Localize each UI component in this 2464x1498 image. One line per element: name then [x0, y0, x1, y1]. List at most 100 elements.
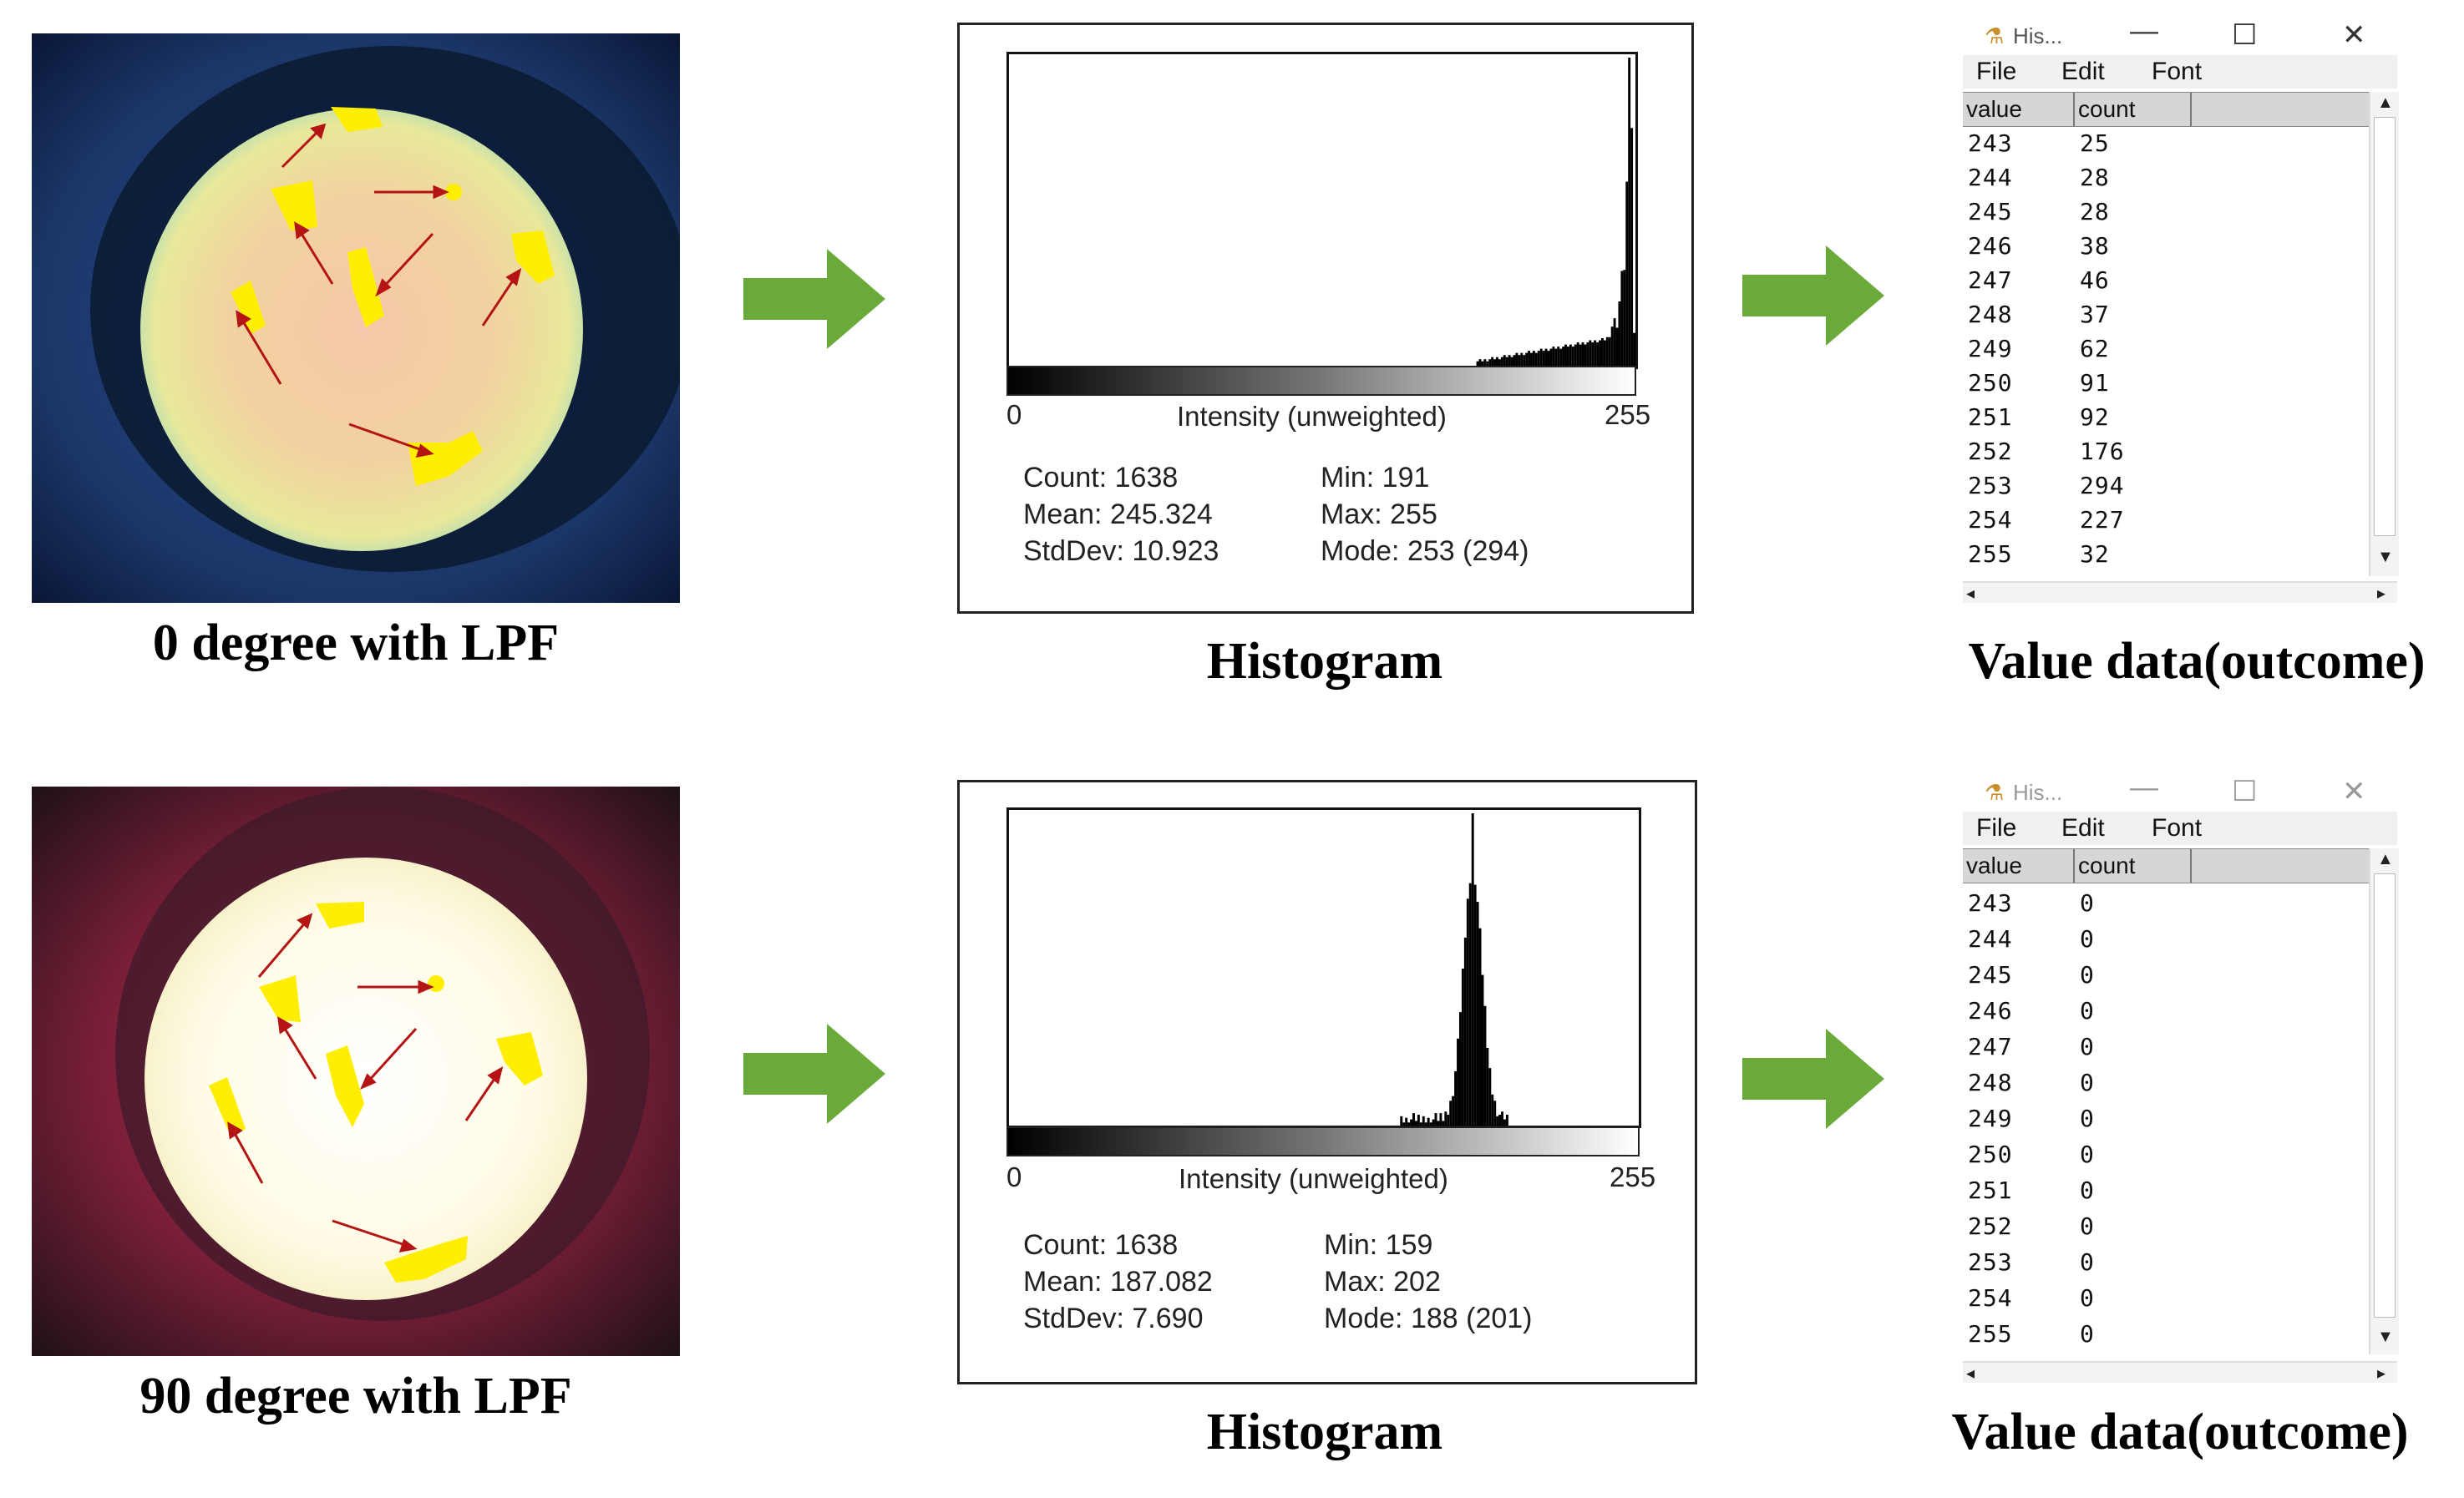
title-bar[interactable]: ⚗ His... — ☐ ✕: [1954, 772, 2406, 810]
vertical-scrollbar[interactable]: ▲ ▼: [2369, 92, 2399, 576]
histogram-bar: [1488, 1068, 1492, 1126]
maximize-icon[interactable]: ☐: [2232, 776, 2258, 807]
scroll-up-icon[interactable]: ▲: [2377, 94, 2394, 112]
menu-edit[interactable]: Edit: [2061, 814, 2105, 842]
histogram-bar: [1486, 361, 1489, 367]
histogram-bar: [1620, 271, 1624, 367]
scroll-left-icon[interactable]: ◂: [1966, 1364, 1975, 1383]
window-title: His...: [2013, 780, 2063, 805]
histogram-bar: [1503, 1119, 1506, 1126]
histogram-bar: [1544, 348, 1548, 367]
histogram-bar: [1547, 351, 1550, 367]
histogram-bar: [1600, 338, 1604, 367]
right-arrow-icon: [743, 1024, 885, 1128]
scroll-down-icon[interactable]: ▼: [2377, 548, 2394, 566]
histogram-bar: [1537, 351, 1540, 367]
histogram-bar: [1427, 1117, 1430, 1126]
histogram-bar: [1534, 352, 1538, 367]
app-icon: ⚗: [1985, 780, 2005, 805]
stat-min: Min: 159: [1324, 1229, 1433, 1261]
axis-min-label: 0: [1006, 1161, 1022, 1192]
axis-min-label: 0: [1006, 399, 1022, 430]
histogram-window: 0 Intensity (unweighted) 255 Count: 1638…: [957, 780, 1697, 1384]
histogram-bar: [1618, 301, 1621, 367]
column-header-count[interactable]: count: [2075, 93, 2192, 126]
histogram-bar: [1417, 1114, 1420, 1126]
menu-font[interactable]: Font: [2152, 58, 2203, 85]
value-table-window: ⚗ His... — ☐ ✕ File Edit Font value coun…: [1954, 772, 2406, 1391]
window-title: His...: [2013, 23, 2063, 48]
scroll-up-icon[interactable]: ▲: [2377, 850, 2394, 868]
close-icon[interactable]: ✕: [2342, 19, 2366, 51]
histogram-bar: [1503, 355, 1506, 367]
histogram-bar: [1476, 902, 1479, 1126]
histogram-bar: [1518, 355, 1521, 367]
menu-file[interactable]: File: [1976, 58, 2017, 85]
histogram-bar: [1493, 359, 1497, 367]
histogram-bar: [1513, 355, 1516, 367]
horizontal-scrollbar[interactable]: ◂ ▸: [1963, 1361, 2397, 1383]
menu-font[interactable]: Font: [2152, 814, 2203, 842]
histogram-bar: [1528, 351, 1531, 367]
minimize-icon[interactable]: —: [2130, 772, 2158, 803]
histogram-bar: [1594, 340, 1597, 367]
histogram-bar: [1454, 1070, 1458, 1126]
axis-label: Intensity (unweighted): [1179, 1163, 1448, 1194]
scroll-thumb[interactable]: [2374, 873, 2396, 1318]
histogram-bar: [1400, 1116, 1403, 1126]
histogram-bar: [1412, 1113, 1415, 1126]
histogram-bar: [1623, 270, 1626, 367]
column-header-value[interactable]: value: [1963, 93, 2075, 126]
histogram-bar: [1491, 1094, 1494, 1126]
stat-mean: Mean: 187.082: [1023, 1266, 1213, 1298]
histogram-bar: [1505, 357, 1508, 367]
histogram-bar: [1476, 361, 1479, 367]
stat-count: Count: 1638: [1023, 462, 1179, 493]
menu-bar: File Edit Font: [1963, 55, 2397, 89]
histogram-bar: [1496, 1116, 1499, 1126]
histogram-bar: [1579, 344, 1582, 367]
histogram-bar: [1466, 898, 1469, 1126]
menu-file[interactable]: File: [1976, 814, 2017, 842]
photo-caption: 90 degree with LPF: [139, 1368, 572, 1425]
vertical-scrollbar[interactable]: ▲ ▼: [2369, 848, 2399, 1354]
histogram-bar: [1439, 1113, 1442, 1126]
horizontal-scrollbar[interactable]: ◂ ▸: [1963, 581, 2397, 603]
right-arrow-icon: [743, 249, 885, 353]
stat-min: Min: 191: [1321, 462, 1430, 493]
minimize-icon[interactable]: —: [2130, 15, 2158, 47]
intensity-gradient-bar: [1006, 366, 1636, 396]
histogram-bar: [1530, 352, 1533, 367]
scroll-right-icon[interactable]: ▸: [2377, 1364, 2386, 1383]
histogram-bar: [1520, 352, 1524, 367]
stat-max: Max: 255: [1321, 498, 1437, 530]
sample-photo-0deg: [32, 33, 680, 603]
histogram-bar: [1447, 1114, 1450, 1126]
histogram-caption: Histogram: [1206, 1404, 1443, 1460]
histogram-bar: [1542, 351, 1545, 367]
menu-bar: File Edit Font: [1963, 812, 2397, 845]
close-icon[interactable]: ✕: [2342, 776, 2366, 807]
scroll-left-icon[interactable]: ◂: [1966, 585, 1975, 603]
column-header-value[interactable]: value: [1963, 849, 2075, 883]
title-bar[interactable]: ⚗ His... — ☐ ✕: [1954, 15, 2406, 53]
histogram-bar: [1557, 347, 1560, 367]
histogram-bar: [1478, 359, 1482, 367]
histogram-bar: [1574, 344, 1577, 367]
value-table-window: ⚗ His... — ☐ ✕ File Edit Font value coun…: [1954, 15, 2406, 608]
scroll-thumb[interactable]: [2374, 117, 2396, 536]
histogram-bar: [1437, 1121, 1440, 1126]
scroll-right-icon[interactable]: ▸: [2377, 585, 2386, 603]
histogram-bar: [1405, 1117, 1408, 1126]
stat-mean: Mean: 245.324: [1023, 498, 1213, 530]
stat-stddev: StdDev: 10.923: [1023, 535, 1219, 567]
stat-mode: Mode: 188 (201): [1324, 1303, 1533, 1334]
histogram-bar: [1402, 1122, 1406, 1126]
menu-edit[interactable]: Edit: [2061, 58, 2105, 85]
histogram-bar: [1630, 128, 1634, 367]
maximize-icon[interactable]: ☐: [2232, 19, 2258, 51]
histogram-bar: [1407, 1122, 1411, 1126]
scroll-down-icon[interactable]: ▼: [2377, 1328, 2394, 1346]
column-header-count[interactable]: count: [2075, 849, 2192, 883]
histogram-bar: [1505, 1114, 1508, 1126]
